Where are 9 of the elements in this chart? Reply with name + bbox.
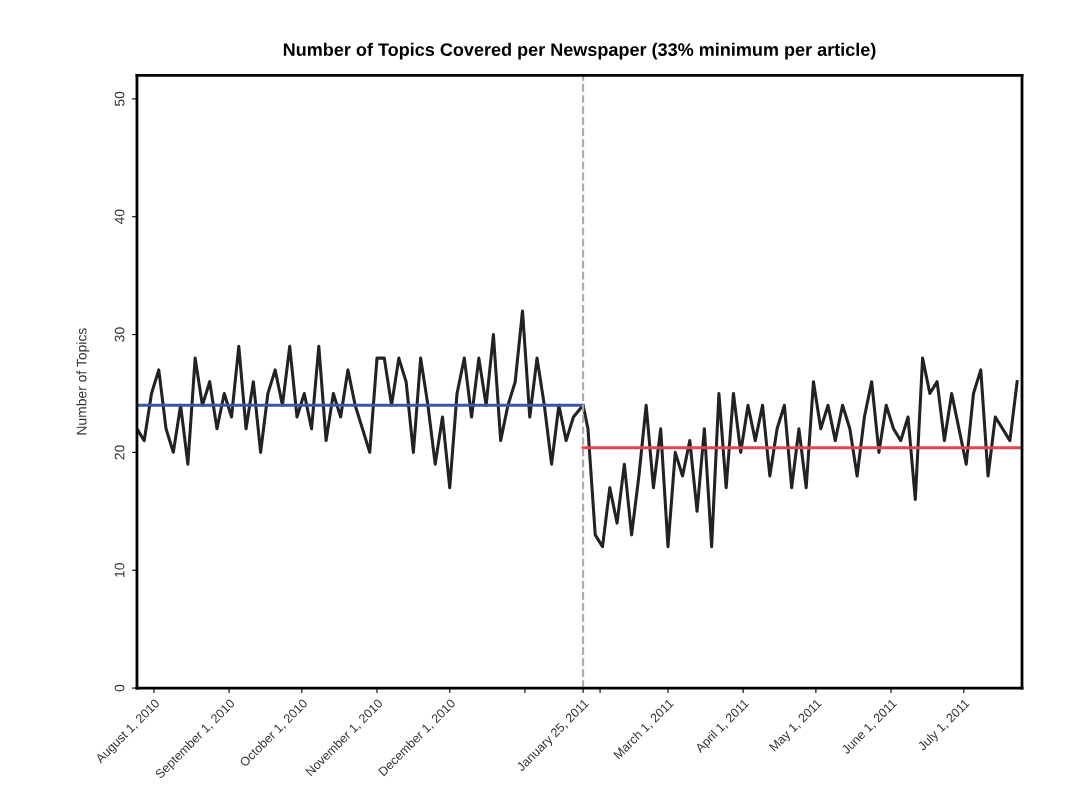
y-tick-label: 10: [114, 563, 125, 577]
y-tick-label: 50: [114, 91, 125, 107]
y-tick-label: 30: [114, 327, 125, 342]
y-tick-label: 40: [114, 209, 125, 225]
y-tick-label: 0: [114, 684, 125, 692]
chart-title: Number of Topics Covered per Newspaper (33% minimum per article): [283, 42, 876, 60]
y-axis-title: Number of Topics: [76, 328, 90, 435]
line-series: [136, 309, 1019, 549]
y-tick-label: 20: [114, 445, 125, 460]
